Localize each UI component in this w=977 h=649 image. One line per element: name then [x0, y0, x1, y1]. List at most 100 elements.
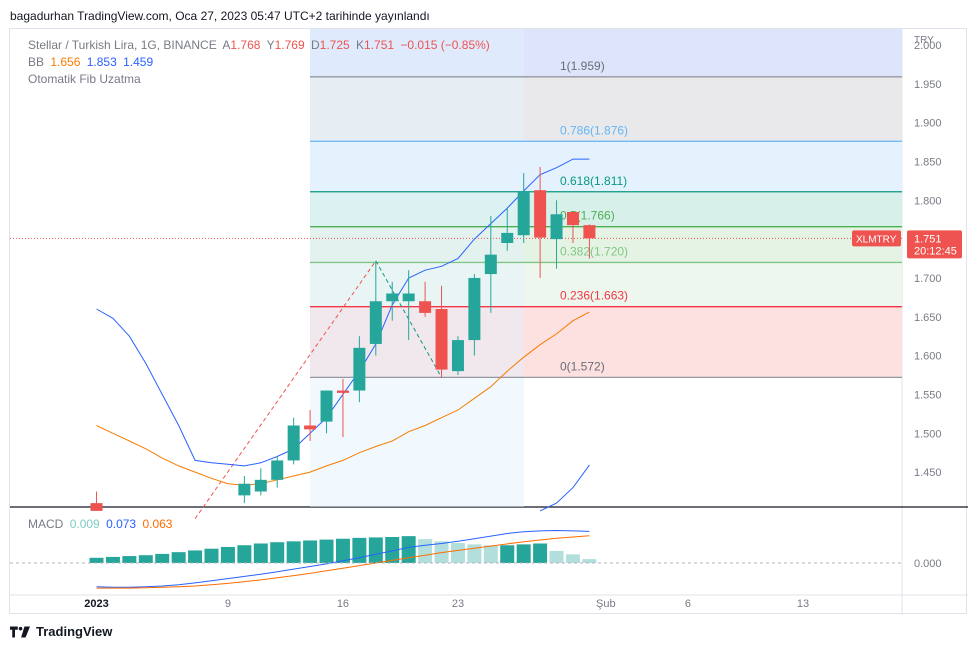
candle-body — [238, 483, 251, 496]
candle-body — [254, 479, 267, 492]
macd-histogram-bar — [122, 556, 137, 563]
macd-histogram-bar — [253, 543, 268, 563]
fib-level-label: 0(1.572) — [560, 359, 605, 373]
macd-label: MACD — [28, 517, 64, 531]
macd-histogram-bar — [89, 557, 104, 563]
macd-signal-value: 0.063 — [142, 517, 173, 531]
bb-basis-value: 1.656 — [50, 55, 81, 69]
macd-histogram-bar — [188, 550, 203, 563]
macd-histogram-bar — [418, 539, 433, 563]
fib-fill-band — [310, 191, 902, 227]
price-tick-label: 1.900 — [914, 118, 942, 130]
symbol-title: Stellar / Turkish Lira, 1G, BINANCE — [28, 38, 217, 52]
macd-histogram-bar — [450, 543, 465, 563]
candle-body — [534, 190, 547, 238]
chart-frame[interactable]: 1(1.959) 0.786(1.876) 0.618(1.811) 0.5(1.76… — [9, 28, 968, 615]
candle-body — [501, 232, 514, 244]
candle-body — [320, 390, 333, 422]
macd-zero-label: 0.000 — [914, 558, 942, 570]
close-value: 1.751 — [364, 38, 395, 52]
low-label: D — [310, 38, 320, 52]
last-price-text: 1.751 — [914, 233, 942, 245]
macd-histogram-bar — [500, 545, 515, 563]
price-tick-label: 1.800 — [914, 195, 942, 207]
fib-level-label: 0.786(1.876) — [560, 123, 628, 137]
countdown-text: 20:12:45 — [914, 245, 957, 257]
last-price-badge — [907, 230, 962, 259]
bb-basis-line — [96, 311, 590, 486]
chart-canvas[interactable]: 1(1.959)0.786(1.876)0.618(1.811)0.5(1.76… — [10, 29, 968, 615]
time-tick-label: 9 — [225, 598, 231, 610]
macd-histogram-bar — [237, 545, 252, 563]
price-tick-label: 1.850 — [914, 156, 942, 168]
open-label: A — [222, 38, 231, 52]
price-tick-label: 1.450 — [914, 467, 942, 479]
bb-lower-line — [539, 464, 590, 512]
candle-body — [451, 340, 464, 372]
macd-histogram-bar — [582, 559, 597, 563]
footer-brand: TradingView — [10, 624, 112, 639]
price-tick-label: 1.700 — [914, 273, 942, 285]
macd-histogram-bar — [171, 552, 186, 563]
symbol-legend: Stellar / Turkish Lira, 1G, BINANCE A1.7… — [28, 38, 493, 52]
fib-level-label: 1(1.959) — [560, 59, 605, 73]
macd-line-value: 0.073 — [106, 517, 137, 531]
candle-body — [566, 211, 579, 226]
candle-body — [90, 503, 103, 511]
bb-upper-value: 1.853 — [86, 55, 117, 69]
macd-histogram-bar — [335, 538, 350, 563]
macd-histogram-bar — [533, 543, 548, 563]
macd-histogram-bar — [220, 546, 235, 563]
macd-histogram-bar — [516, 544, 531, 563]
bb-legend: BB 1.656 1.853 1.459 — [28, 55, 156, 69]
macd-histogram-bar — [138, 555, 153, 563]
low-value: 1.725 — [319, 38, 350, 52]
macd-histogram-bar — [352, 537, 367, 563]
macd-signal-line — [96, 535, 590, 589]
price-tick-label: 2.000 — [914, 40, 942, 52]
price-tick-label: 1.600 — [914, 351, 942, 363]
candle-body — [271, 460, 284, 480]
high-label: Y — [266, 38, 275, 52]
macd-histogram-bar — [303, 540, 318, 563]
fib-fill-band — [310, 226, 902, 263]
macd-hist-value: 0.009 — [69, 517, 100, 531]
candle-body — [402, 293, 415, 302]
candle-body — [435, 309, 448, 370]
currency-label: TRY — [914, 35, 934, 46]
fib-level-label: 0.618(1.811) — [560, 174, 627, 188]
macd-legend: MACD 0.009 0.073 0.063 — [28, 517, 175, 531]
high-value: 1.769 — [274, 38, 305, 52]
macd-histogram-bar — [368, 537, 383, 563]
macd-histogram-bar — [105, 556, 120, 563]
fib-fill-band — [310, 76, 902, 142]
time-tick-label: 13 — [797, 598, 809, 610]
change-value: −0.015 (−0.85%) — [400, 38, 490, 52]
macd-histogram-bar — [565, 554, 580, 563]
candle-body — [517, 190, 530, 236]
fib-fill-band — [310, 141, 902, 192]
time-tick-label: 2023 — [84, 598, 108, 610]
time-tick-label: 6 — [685, 598, 691, 610]
macd-histogram-bar — [483, 545, 498, 563]
macd-histogram-bar — [401, 536, 416, 563]
candle-body — [386, 293, 399, 302]
candle-body — [419, 301, 432, 313]
time-tick-label: 23 — [452, 598, 464, 610]
candle-body — [583, 225, 596, 239]
fib-level-label: 0.382(1.720) — [560, 244, 628, 258]
tradingview-logo-icon — [10, 625, 30, 638]
fib-fill-above — [310, 29, 902, 77]
time-tick-label: 16 — [337, 598, 349, 610]
candle-body — [353, 347, 366, 391]
candle-body — [468, 277, 481, 341]
macd-histogram-bar — [155, 553, 170, 563]
fib-legend: Otomatik Fib Uzatma — [28, 72, 144, 86]
candle-body — [336, 390, 349, 393]
candle-body — [287, 425, 300, 461]
candle-body — [484, 254, 497, 275]
open-value: 1.768 — [230, 38, 261, 52]
candle-body — [550, 214, 563, 240]
macd-histogram-bar — [385, 537, 400, 563]
macd-histogram-bar — [270, 542, 285, 563]
